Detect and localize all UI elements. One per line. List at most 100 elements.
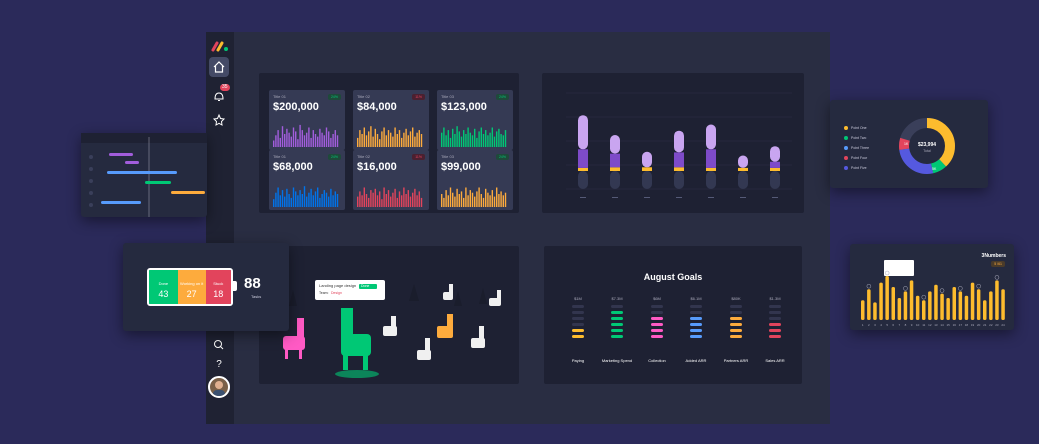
battery-segment[interactable]: Stuck 18 bbox=[205, 270, 231, 304]
number-bar[interactable] bbox=[861, 300, 865, 320]
number-bar[interactable] bbox=[903, 291, 908, 320]
number-bar[interactable] bbox=[915, 295, 920, 320]
bar-base[interactable] bbox=[706, 167, 716, 171]
kpi-card[interactable]: Title 02 11% $84,000 bbox=[353, 90, 429, 150]
bell-icon[interactable] bbox=[211, 88, 227, 104]
spark-bar bbox=[412, 127, 414, 147]
bar-purple[interactable] bbox=[578, 149, 588, 168]
goal-bar-segment bbox=[769, 305, 781, 308]
x-label: 24 bbox=[1001, 323, 1005, 327]
number-bar[interactable] bbox=[891, 287, 896, 320]
bar-lavender[interactable] bbox=[642, 151, 652, 168]
bar-lavender[interactable] bbox=[706, 124, 716, 150]
spark-bar bbox=[365, 194, 368, 207]
spark-bar bbox=[321, 194, 323, 207]
donut-legend-item: Point One bbox=[844, 126, 867, 130]
number-bar[interactable] bbox=[989, 291, 993, 320]
goal-column[interactable]: $7.3M Marketing Spend bbox=[597, 296, 637, 363]
bar-purple[interactable] bbox=[770, 161, 780, 168]
spark-bar bbox=[372, 192, 374, 207]
numbers-tooltip bbox=[884, 260, 914, 276]
bar-base[interactable] bbox=[674, 167, 684, 171]
x-label: 13 bbox=[934, 323, 938, 327]
number-bar[interactable] bbox=[983, 300, 987, 320]
bar-lavender[interactable] bbox=[770, 146, 780, 162]
battery-segment[interactable]: Done 43 bbox=[149, 270, 178, 304]
spark-bar bbox=[463, 197, 465, 207]
goal-column[interactable]: $1M Paying bbox=[558, 296, 598, 363]
home-icon bbox=[213, 61, 225, 73]
bar-lavender[interactable] bbox=[610, 135, 620, 154]
goal-column[interactable]: $1.3M Sales ARR bbox=[755, 296, 795, 363]
number-bar[interactable] bbox=[934, 284, 938, 320]
kpi-card[interactable]: Title 03 24% $123,000 bbox=[437, 90, 513, 150]
spark-bar bbox=[454, 134, 456, 147]
number-bar[interactable] bbox=[909, 280, 914, 320]
goal-column[interactable]: $80K Partners ARR bbox=[716, 296, 756, 363]
spark-bar bbox=[275, 192, 277, 207]
llama-illustration bbox=[283, 280, 501, 378]
number-bar[interactable] bbox=[940, 293, 944, 320]
bar-purple[interactable] bbox=[610, 153, 620, 168]
bar-lavender[interactable] bbox=[578, 115, 588, 150]
spark-bar bbox=[379, 191, 381, 207]
kpi-card[interactable]: Title 02 11% $16,000 bbox=[353, 150, 429, 210]
kpi-card-value: $16,000 bbox=[357, 161, 397, 173]
number-bar[interactable] bbox=[885, 276, 889, 320]
user-avatar[interactable] bbox=[208, 376, 230, 398]
bar-base[interactable] bbox=[610, 167, 620, 171]
number-bar[interactable] bbox=[879, 282, 883, 320]
goal-column[interactable]: $6.1M Added ARR bbox=[676, 296, 716, 363]
battery-segment[interactable]: Working on it 27 bbox=[177, 270, 206, 304]
bar-base[interactable] bbox=[578, 167, 588, 171]
number-bar[interactable] bbox=[952, 287, 957, 320]
spark-bar bbox=[498, 194, 500, 207]
number-bar[interactable] bbox=[897, 298, 902, 320]
number-bar[interactable] bbox=[922, 300, 926, 320]
spark-bar bbox=[452, 192, 454, 207]
number-dot bbox=[921, 294, 926, 300]
number-bar[interactable] bbox=[970, 282, 975, 320]
llama-green bbox=[341, 308, 371, 370]
spark-bar bbox=[295, 191, 297, 207]
bar-base[interactable] bbox=[642, 167, 652, 171]
help-icon[interactable]: ? bbox=[211, 355, 227, 371]
number-bar[interactable] bbox=[995, 280, 999, 320]
kpi-card[interactable]: Title 01 24% $68,000 bbox=[269, 150, 345, 210]
spark-bar bbox=[372, 136, 374, 147]
number-bar[interactable] bbox=[946, 298, 950, 320]
bar-lavender[interactable] bbox=[674, 130, 684, 153]
goal-bar-segment bbox=[690, 335, 702, 338]
bar-base[interactable] bbox=[770, 167, 780, 171]
spark-bar bbox=[325, 192, 328, 207]
x-label: 19 bbox=[971, 323, 975, 327]
number-bar[interactable] bbox=[873, 302, 877, 320]
number-bar[interactable] bbox=[958, 291, 963, 320]
goal-column[interactable]: $6M Collection bbox=[637, 296, 677, 363]
number-bar[interactable] bbox=[867, 289, 871, 320]
spark-bar bbox=[385, 194, 387, 207]
bar-purple[interactable] bbox=[706, 149, 716, 168]
goal-bar-segment bbox=[769, 323, 781, 326]
kpi-card[interactable]: Title 01 24% $200,000 bbox=[269, 90, 345, 150]
x-label: 16 bbox=[953, 323, 957, 327]
spark-bar bbox=[409, 196, 412, 207]
llama-task-label: Landing page design bbox=[319, 283, 357, 288]
kpi-card[interactable]: Title 03 24% $99,000 bbox=[437, 150, 513, 210]
home-button[interactable] bbox=[209, 57, 229, 77]
number-bar[interactable] bbox=[976, 289, 981, 320]
bar-purple[interactable] bbox=[674, 152, 684, 168]
number-bar[interactable] bbox=[964, 295, 969, 320]
bar-base[interactable] bbox=[738, 167, 748, 171]
spark-bar bbox=[396, 134, 398, 147]
star-icon[interactable] bbox=[211, 112, 227, 128]
search-icon[interactable] bbox=[211, 337, 227, 353]
monday-logo-icon[interactable] bbox=[211, 40, 229, 52]
goal-bar-segment bbox=[611, 311, 623, 314]
number-bar[interactable] bbox=[1001, 289, 1005, 320]
stacked-bar-chart bbox=[566, 92, 792, 198]
spark-bar bbox=[485, 188, 487, 207]
number-bar[interactable] bbox=[928, 291, 932, 320]
llama-status-label[interactable]: Done bbox=[361, 284, 370, 288]
bar-lavender[interactable] bbox=[738, 155, 748, 168]
